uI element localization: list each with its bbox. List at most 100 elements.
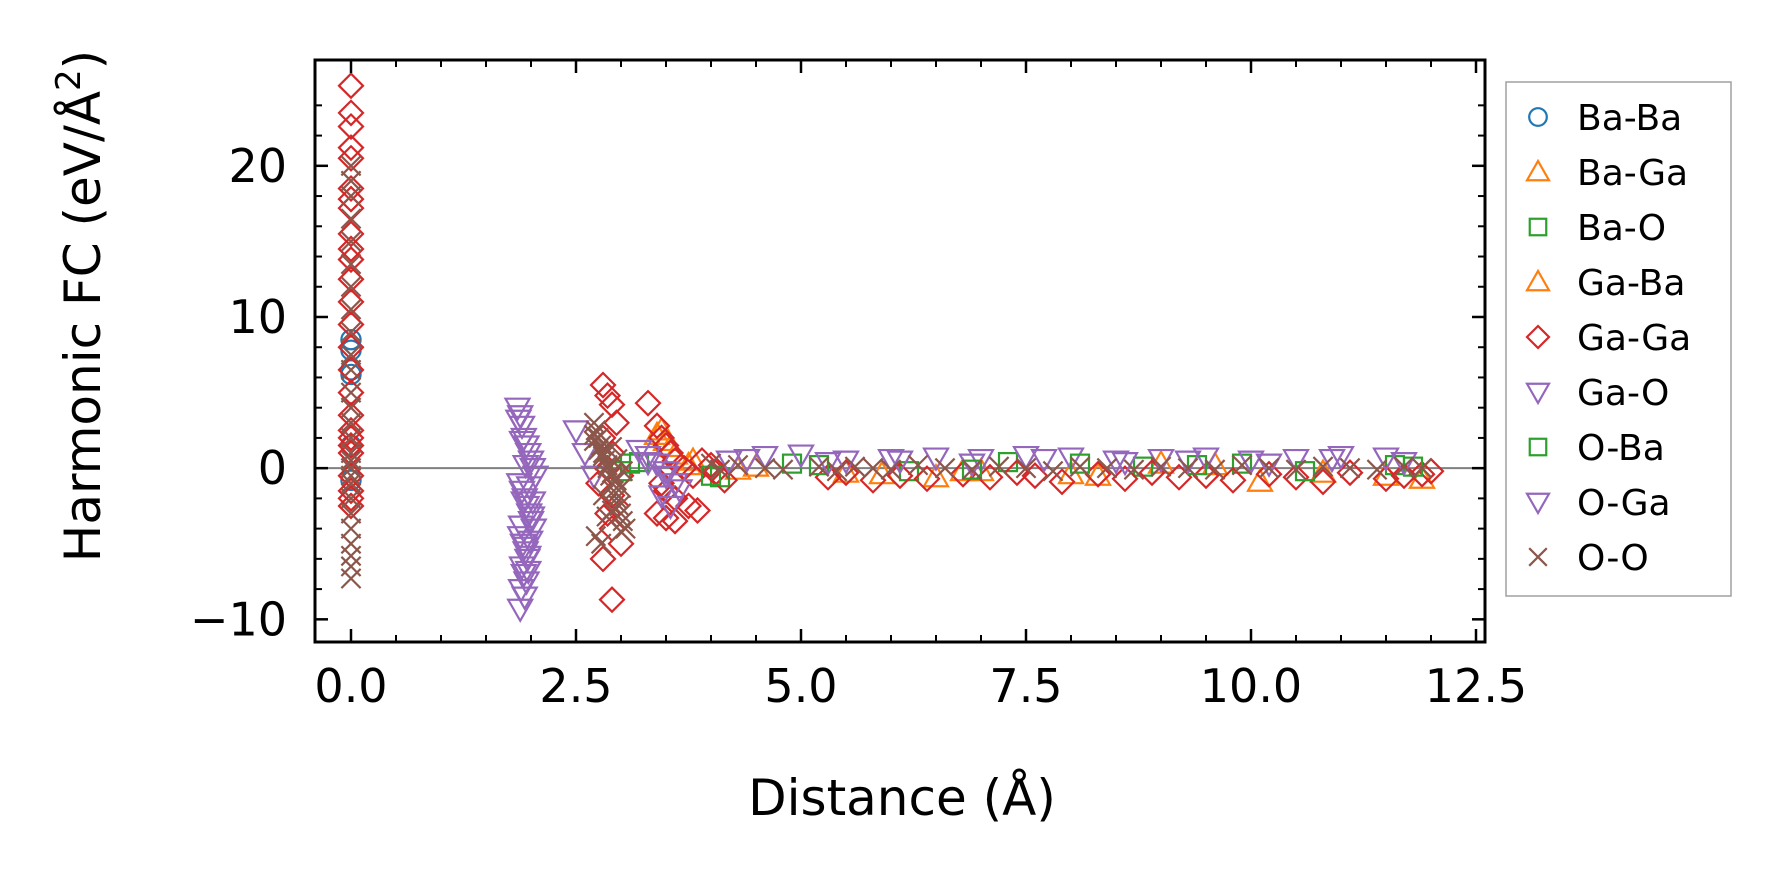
data-point: [1111, 465, 1139, 493]
data-point: [589, 545, 617, 573]
data-point: [337, 72, 365, 100]
data-point: [340, 397, 362, 419]
data-point: [709, 459, 731, 481]
data-point: [519, 518, 548, 543]
data-point: [601, 436, 623, 458]
data-point: [606, 488, 627, 509]
legend-label: Ba-Ba: [1577, 98, 1682, 139]
data-point: [337, 492, 365, 520]
data-point: [340, 155, 362, 177]
y-tick-label: −10: [190, 592, 287, 646]
y-axis-label: Harmonic FC (eV/Å2): [49, 50, 112, 562]
data-point: [337, 484, 365, 512]
data-point: [1285, 459, 1307, 481]
data-point: [961, 459, 983, 480]
data-point: [601, 500, 623, 521]
data-point: [1408, 460, 1436, 488]
data-point: [1177, 457, 1199, 479]
data-point: [593, 382, 622, 410]
y-tick-label: 10: [228, 290, 287, 344]
data-point: [1255, 460, 1283, 488]
data-point: [710, 466, 739, 494]
data-point: [1411, 457, 1433, 479]
data-point: [1150, 456, 1172, 478]
data-point: [1048, 468, 1076, 496]
data-point: [337, 424, 365, 452]
data-point: [340, 412, 362, 434]
data-point: [511, 455, 540, 480]
data-point: [340, 359, 362, 381]
data-point: [1057, 447, 1085, 472]
data-point: [509, 563, 538, 589]
data-point: [514, 560, 543, 586]
data-point: [1069, 453, 1091, 474]
data-point: [340, 518, 362, 540]
data-point: [340, 503, 362, 524]
data-point: [1327, 445, 1355, 471]
data-point: [1102, 450, 1130, 475]
data-point: [340, 208, 362, 230]
data-point: [1231, 454, 1253, 476]
data-point: [340, 253, 362, 275]
data-point: [340, 299, 362, 320]
data-point: [754, 457, 776, 479]
data-point: [1258, 457, 1280, 479]
data-point: [512, 435, 541, 460]
legend-marker: [1525, 158, 1551, 182]
data-point: [1282, 463, 1310, 491]
data-point: [514, 545, 543, 571]
legend-label: Ga-O: [1577, 373, 1669, 414]
data-point: [1366, 459, 1388, 481]
data-point: [988, 456, 1010, 478]
data-point: [1021, 462, 1049, 490]
x-tick-label: 0.0: [314, 659, 387, 713]
legend-marker: [1528, 437, 1548, 457]
data-point: [340, 427, 362, 449]
data-point: [913, 465, 941, 493]
data-point: [877, 448, 905, 474]
data-point: [340, 457, 362, 479]
data-point: [506, 598, 535, 623]
data-point: [612, 460, 634, 482]
data-point: [652, 465, 680, 490]
data-point: [598, 586, 626, 614]
y-axis-label-main: Harmonic FC (eV/Å: [54, 91, 112, 562]
legend: Ba-Ba Ba-Ga Ba-O Ga-Ba Ga-Ga Ga-O O-Ba O-Ga O-O: [1505, 81, 1732, 597]
data-point: [337, 144, 365, 172]
y-axis-label-superscript: 2: [49, 69, 89, 91]
data-point: [1393, 456, 1415, 478]
y-tick-label: 20: [228, 139, 287, 193]
data-point: [922, 463, 950, 488]
data-point: [1192, 447, 1220, 472]
data-point: [700, 453, 722, 474]
data-point: [580, 465, 608, 490]
data-point: [880, 459, 902, 481]
data-point: [516, 530, 544, 555]
data-point: [340, 344, 362, 366]
data-point: [1255, 453, 1283, 478]
axis-ticks: [315, 60, 1485, 642]
data-point: [337, 134, 365, 162]
data-point: [340, 469, 362, 491]
data-point: [340, 434, 362, 457]
data-point: [634, 389, 662, 417]
data-point: [515, 476, 544, 501]
data-point: [922, 447, 950, 472]
data-point: [340, 568, 362, 589]
data-point: [1219, 466, 1247, 494]
data-point: [510, 536, 539, 561]
data-point: [340, 321, 362, 343]
data-point: [1246, 467, 1274, 492]
data-point: [337, 220, 365, 248]
data-point: [340, 465, 362, 487]
data-point: [772, 459, 794, 481]
data-point: [340, 328, 362, 351]
data-point: [337, 235, 365, 263]
data-point: [1042, 460, 1064, 482]
x-tick-label: 7.5: [989, 659, 1062, 713]
legend-marker: [1525, 268, 1551, 292]
data-point: [700, 465, 722, 486]
data-point: [1069, 456, 1091, 478]
data-point: [656, 439, 685, 467]
